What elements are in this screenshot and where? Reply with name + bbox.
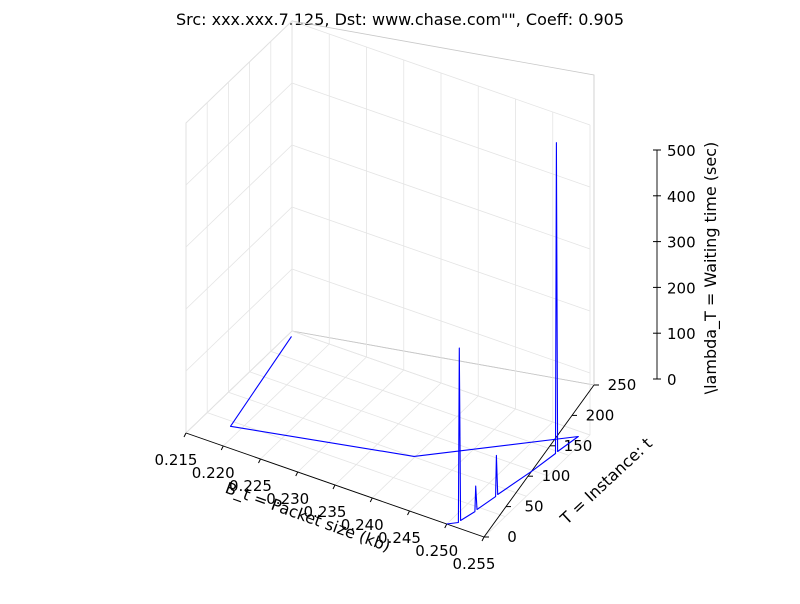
y-axis-line [483,384,595,538]
grid-line-z-back [291,206,591,312]
z-tick-label-0: 0 [667,371,677,389]
grid-line-z-left [185,268,293,372]
chart-title: Src: xxx.xxx.7.125, Dst: www.chase.com""… [176,10,624,29]
grid-line-x-floor [371,395,479,499]
x-tick-label-8: 0.255 [453,555,496,573]
x-tick-6 [407,510,410,516]
grid-line-y-floor [270,351,569,456]
x-tick-7 [444,523,448,529]
x-tick-1 [220,445,224,451]
grid-line-z-left [185,330,293,434]
axis-ticks: 0.2150.2200.2250.2300.2350.2400.2450.250… [155,142,696,573]
y-tick-label-5: 250 [608,376,637,394]
back-wall-pane [291,20,595,386]
x-tick-5 [369,497,373,503]
grid-line-x-floor [409,408,516,512]
grid-line-z-back [291,268,591,374]
grid-line-y-floor [207,412,506,517]
y-tick-label-1: 50 [524,498,543,516]
x-tick-label-5: 0.240 [341,516,384,534]
x-tick-label-0: 0.215 [155,451,198,469]
grid-line-z-left [185,206,293,310]
x-tick-label-7: 0.250 [415,542,458,560]
grid-line-z-back [291,330,591,436]
left-wall-pane [185,20,293,434]
z-tick-label-3: 300 [667,234,696,252]
z-tick-label-2: 200 [667,279,696,297]
grid-line-x-floor [260,356,367,460]
z-tick-label-5: 500 [667,142,696,160]
x-tick-label-1: 0.220 [192,464,235,482]
grid-line-z-left [185,82,293,186]
x-tick-label-2: 0.225 [229,477,272,495]
y-tick-label-4: 200 [586,406,615,424]
z-tick-label-4: 400 [667,188,696,206]
x-tick-label-4: 0.235 [304,503,347,521]
grid-line-z-back [291,82,591,188]
grid-line-z-left [185,20,293,124]
z-tick-label-1: 100 [667,325,696,343]
x-tick-0 [183,432,187,438]
x-tick-3 [295,471,299,477]
series-group [229,142,579,525]
grid-line-x-floor [446,421,554,525]
axis-panes [185,20,595,538]
grid-line-z-back [291,144,591,250]
grid-line-x-floor [483,434,591,538]
x-tick-label-3: 0.230 [266,490,309,508]
x-tick-8 [481,536,485,542]
z-axis-label: \lambda_T = Waiting time (sec) [701,142,721,395]
x-tick-4 [332,484,336,490]
grid-line-z-back [291,20,591,126]
y-tick-label-2: 100 [542,467,571,485]
grid-line-y-floor [228,391,527,497]
x-tick-label-6: 0.245 [378,529,421,547]
y-tick-label-3: 150 [564,437,593,455]
grid-line-x-floor [334,382,442,486]
grid-line-z-left [185,144,293,248]
grid-line-x-floor [297,369,405,473]
grid-line-y-floor [249,371,548,477]
series-line-0 [229,142,579,525]
y-tick-label-0: 0 [507,528,517,546]
x-tick-2 [258,458,261,464]
grid-line-x-floor [222,343,330,447]
grid-lines [185,20,591,538]
